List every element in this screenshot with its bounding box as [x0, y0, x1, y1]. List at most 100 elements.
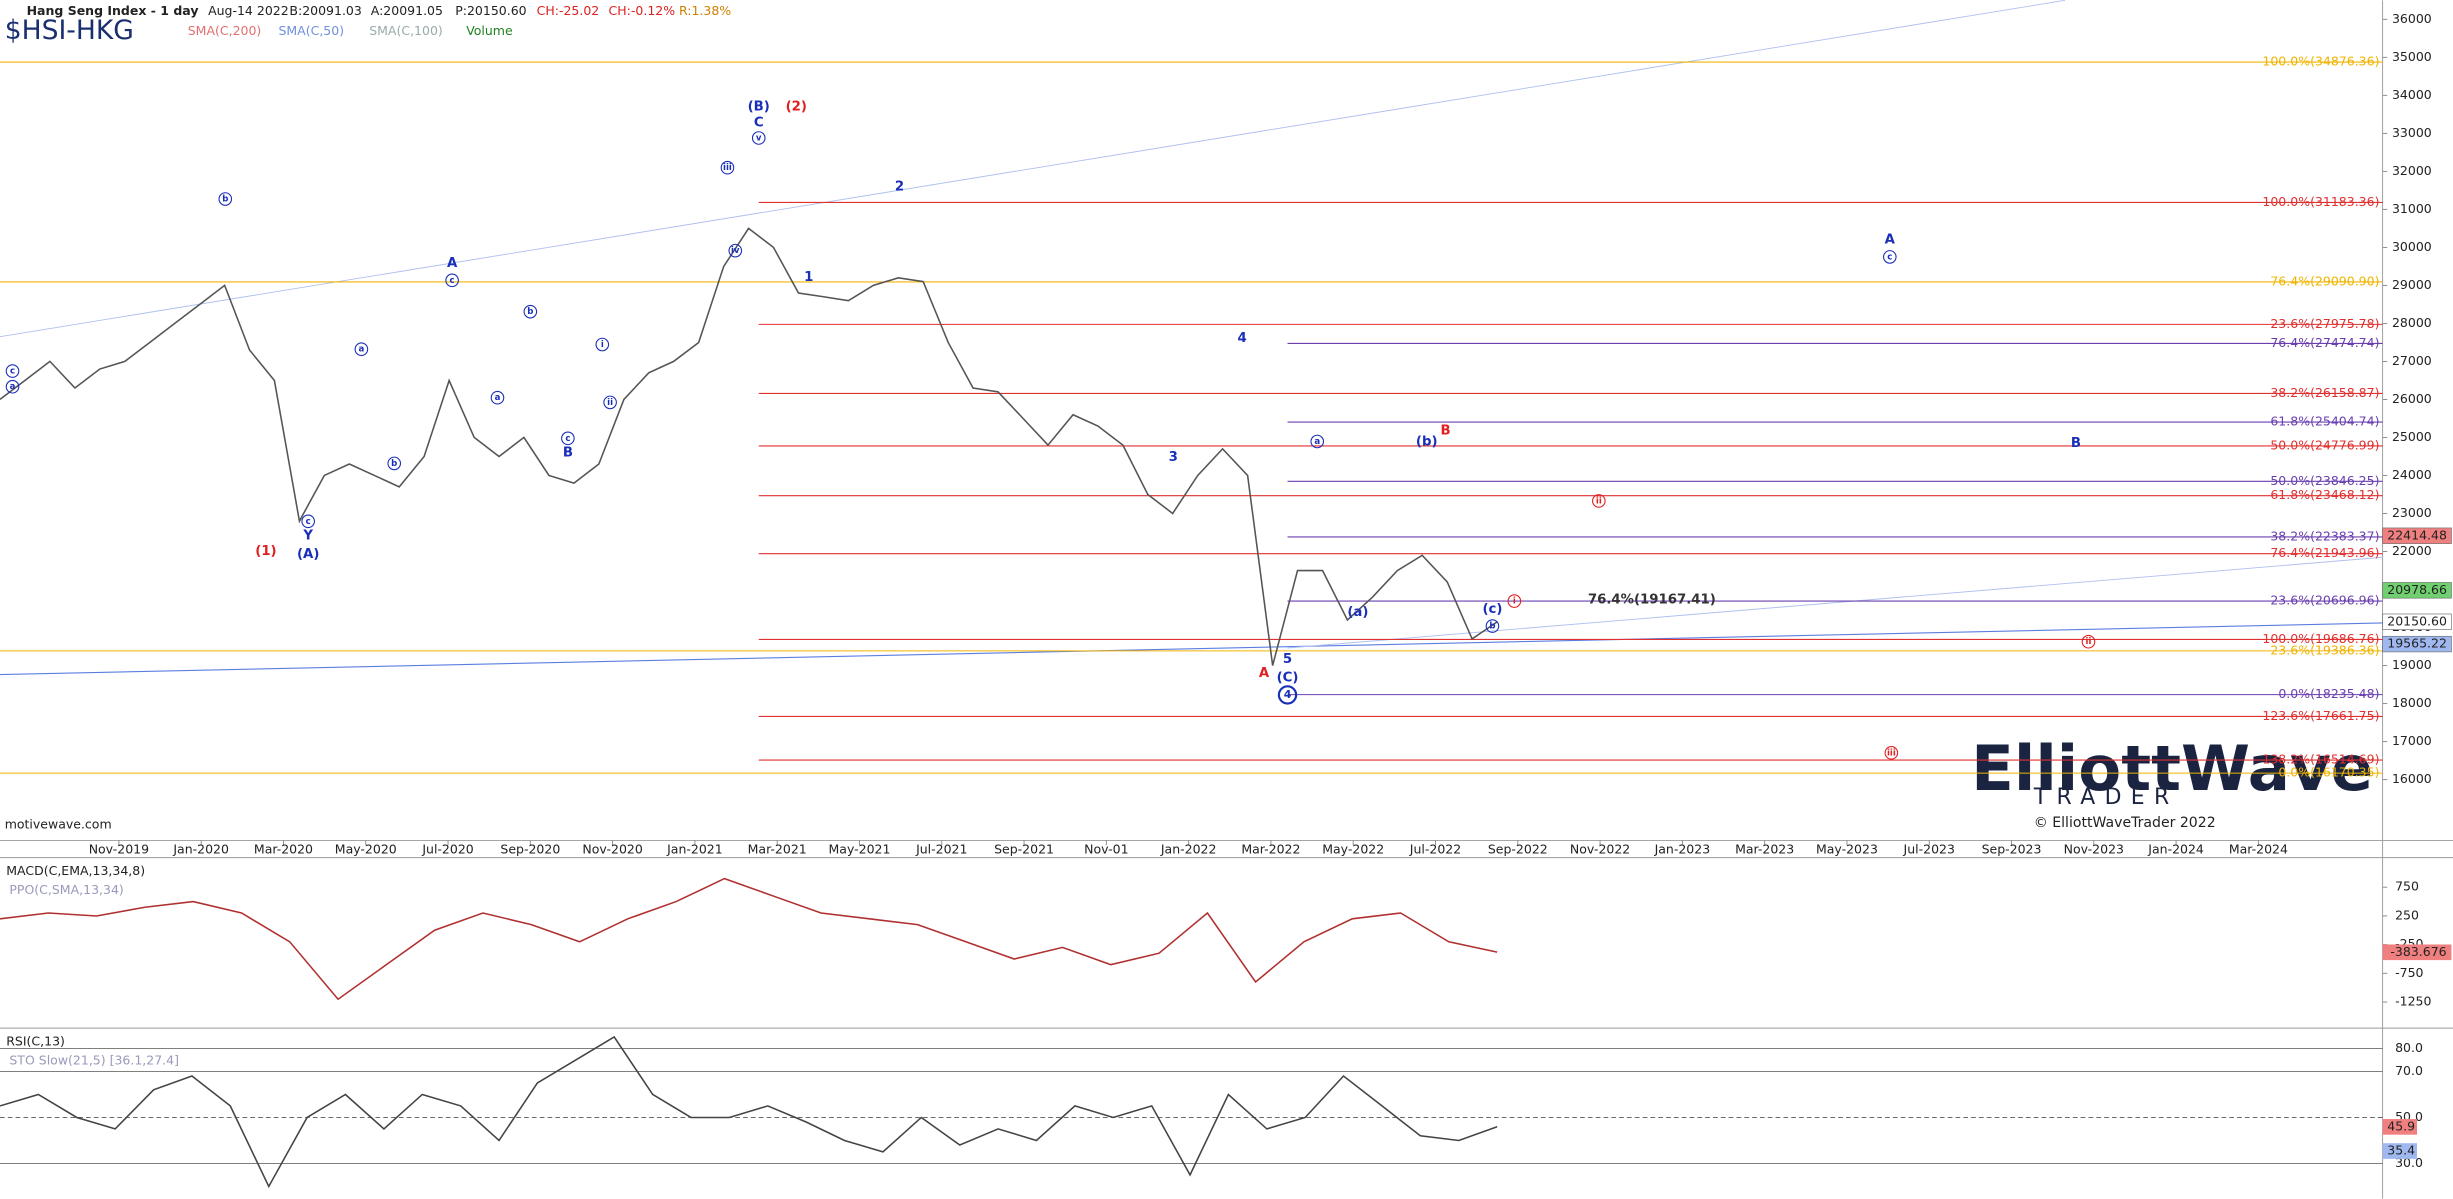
wave-label: iii	[723, 163, 732, 173]
fib-label: 138.2%(16514.69)	[2262, 752, 2379, 767]
symbol: $HSI-HKG	[5, 15, 134, 46]
x-tick-label: May-2020	[335, 841, 397, 856]
fib-label: 23.6%(19386.36)	[2270, 642, 2379, 657]
wave-label: A	[1885, 233, 1896, 248]
trend-line	[0, 622, 2383, 676]
wave-circle	[603, 395, 617, 410]
y-tick-label: 70.0	[2395, 1063, 2423, 1078]
copyright: © ElliottWaveTrader 2022	[2034, 815, 2216, 831]
logo: TRADER	[2033, 785, 2179, 810]
wave-circle	[728, 243, 743, 258]
price-line	[0, 227, 1498, 666]
wave-label: (2)	[786, 100, 807, 115]
fib-label: 38.2%(22383.37)	[2270, 528, 2379, 543]
x-tick-label: Sep-2023	[1982, 841, 2042, 856]
wave-circle	[1485, 619, 1500, 633]
wave-label: 5	[1283, 652, 1292, 667]
fib-label: 50.0%(24776.99)	[2270, 437, 2379, 452]
last: P:20150.60	[455, 3, 526, 18]
rsi-subtitle: STO Slow(21,5) [36.1,27.4]	[9, 1053, 179, 1068]
wave-circle	[720, 160, 735, 175]
wave-label: c	[306, 517, 311, 527]
wave-label: B	[1440, 424, 1450, 439]
wave-label: b	[1489, 622, 1495, 632]
fib-label: 76.4%(21943.96)	[2270, 545, 2379, 560]
wave-circle	[523, 304, 538, 319]
x-tick-label: Nov-01	[1084, 841, 1128, 856]
fib-label: 23.6%(20696.96)	[2270, 593, 2379, 608]
wave-label: b	[527, 307, 533, 317]
price-tag-label: 20978.66	[2387, 582, 2447, 597]
y-tick-label: 250	[2395, 907, 2419, 922]
y-tick-label: 30000	[2392, 239, 2432, 254]
y-tick-label: 28000	[2392, 315, 2432, 330]
x-tick-label: Sep-2022	[1488, 841, 1548, 856]
fib-label: 100.0%(19686.76)	[2262, 631, 2379, 646]
wave-label: (A)	[297, 547, 319, 562]
x-tick-label: May-2022	[1322, 841, 1384, 856]
wave-circle	[445, 273, 459, 288]
rsi-tag-label: 35.4	[2387, 1143, 2415, 1158]
y-tick-label: 31000	[2392, 201, 2432, 216]
wave-label: a	[1314, 437, 1320, 447]
wave-circle	[1592, 494, 1606, 508]
y-tick-label: -1250	[2395, 994, 2431, 1009]
rsi-tag	[2382, 1143, 2418, 1159]
fib-label: 123.6%(17661.75)	[2262, 708, 2379, 723]
x-tick-label: Jan-2022	[1160, 841, 1217, 856]
change-pct: CH:-0.12%	[609, 3, 676, 18]
ask: A:20091.05	[371, 3, 443, 18]
y-tick-label: 35000	[2392, 49, 2432, 64]
wave-label: (a)	[1347, 605, 1368, 620]
y-tick-label: 750	[2395, 879, 2419, 894]
fib-label: 50.0%(23846.25)	[2270, 473, 2379, 488]
wave-circle	[5, 364, 20, 378]
wave-label: c	[565, 434, 570, 444]
x-tick-label: Jan-2020	[172, 841, 229, 856]
study: SMA(C,100)	[369, 23, 443, 38]
x-tick-label: Jul-2021	[915, 841, 967, 856]
x-tick-label: Jan-2023	[1654, 841, 1711, 856]
price-tag	[2382, 635, 2452, 653]
price-tag	[2382, 613, 2452, 630]
fib-label: 76.4%(27474.74)	[2270, 335, 2379, 350]
price-tag	[2382, 527, 2452, 544]
wave-label: B	[563, 445, 573, 460]
y-tick-label: 80.0	[2395, 1040, 2423, 1055]
y-tick-label: 33000	[2392, 125, 2432, 140]
y-tick-label: 19000	[2392, 657, 2432, 672]
trend-line	[0, 0, 2066, 338]
range: R:1.38%	[679, 3, 731, 18]
wave-circle	[1883, 250, 1897, 264]
wave-circle	[387, 456, 402, 471]
fib-label: 23.6%(27975.78)	[2270, 316, 2379, 331]
x-tick-label: Mar-2021	[748, 841, 807, 856]
wave-label: iv	[731, 246, 740, 256]
wave-circle	[561, 431, 575, 446]
study: SMA(C,50)	[278, 23, 344, 38]
y-tick-label: -750	[2395, 965, 2423, 980]
price-tag	[2382, 582, 2452, 599]
wave-label: (b)	[1416, 434, 1438, 449]
fib-label: 100.0%(34876.36)	[2262, 54, 2379, 69]
y-tick-label: 26000	[2392, 391, 2432, 406]
wave-label: 76.4%(19167.41)	[1588, 593, 1716, 608]
x-tick-label: May-2023	[1816, 841, 1878, 856]
wave-label: 2	[895, 179, 904, 194]
y-tick-label: 29000	[2392, 277, 2432, 292]
fib-label: 38.2%(26158.87)	[2270, 385, 2379, 400]
y-tick-label: 16000	[2392, 771, 2432, 786]
wave-circle	[1507, 594, 1522, 608]
fib-label: 0.0%(18235.48)	[2278, 686, 2379, 701]
wave-circle	[1277, 685, 1298, 705]
x-tick-label: Mar-2022	[1241, 841, 1300, 856]
study: SMA(C,200)	[188, 23, 262, 38]
macd-line	[0, 877, 1498, 1001]
wave-label: a	[358, 345, 364, 355]
wave-circle	[1884, 746, 1899, 760]
change: CH:-25.02	[537, 3, 600, 18]
wave-label: c	[450, 276, 455, 286]
x-tick-label: Nov-2019	[89, 841, 149, 856]
wave-label: (C)	[1277, 671, 1299, 686]
